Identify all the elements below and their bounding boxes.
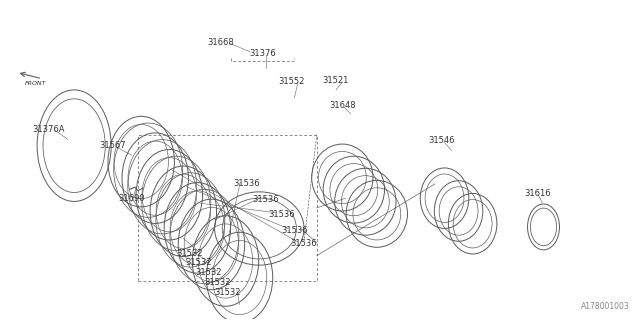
Text: 31648: 31648 [329, 101, 356, 110]
Text: 31532: 31532 [176, 249, 202, 258]
Text: FRONT: FRONT [25, 81, 47, 86]
Text: 31536: 31536 [252, 195, 279, 204]
Text: 31668: 31668 [207, 38, 234, 47]
Text: A178001003: A178001003 [581, 302, 630, 311]
Text: 31536: 31536 [233, 180, 260, 188]
Text: 31376A: 31376A [33, 125, 65, 134]
Text: 31521: 31521 [323, 76, 349, 85]
Text: 31536: 31536 [281, 226, 308, 235]
Text: 31552: 31552 [278, 77, 305, 86]
Text: 31532: 31532 [195, 268, 221, 277]
Text: 31616: 31616 [524, 189, 550, 198]
Text: 31376: 31376 [249, 49, 276, 58]
Text: 31567: 31567 [99, 141, 126, 150]
Text: 31536: 31536 [268, 210, 295, 219]
Text: 31536: 31536 [291, 239, 317, 248]
Text: 31546: 31546 [428, 136, 454, 145]
Text: 31532: 31532 [205, 278, 231, 287]
Text: 31532: 31532 [214, 288, 241, 297]
Text: 31690: 31690 [118, 194, 145, 204]
Text: 31532: 31532 [186, 258, 212, 267]
